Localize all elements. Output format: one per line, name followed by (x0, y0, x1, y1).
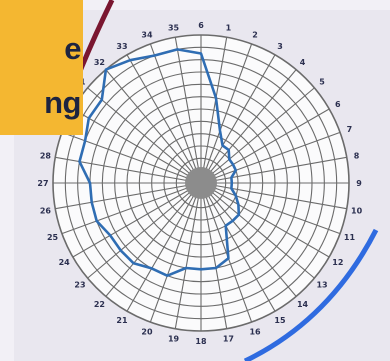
grid-spoke (55, 182, 202, 210)
angular-tick-label: 17 (223, 335, 234, 344)
grid-spoke (105, 69, 202, 184)
grid-spoke (149, 182, 202, 323)
grid-spoke (72, 182, 202, 258)
grid-spoke (200, 69, 297, 184)
angular-tick-label: 13 (316, 281, 327, 290)
card-text-line-2: ng (44, 85, 81, 120)
series-layer (78, 48, 241, 278)
grid-spoke (200, 108, 330, 184)
angular-tick-label: 16 (249, 327, 261, 336)
grid-spoke (126, 54, 202, 184)
angular-tick-label: 7 (347, 125, 353, 134)
angular-tick-label: 11 (344, 233, 356, 242)
angular-tick-label: 19 (168, 335, 180, 344)
grid-spoke (87, 182, 202, 279)
grid-spoke (174, 182, 202, 329)
grid-spoke (200, 156, 347, 184)
angular-tick-label: 6 (198, 21, 204, 30)
angular-tick-label: 10 (351, 206, 363, 215)
grid-spoke (174, 37, 202, 184)
grid-spoke (200, 43, 253, 184)
grid-spoke (72, 108, 202, 184)
angular-tick-label: 12 (332, 258, 343, 267)
angular-labels: 6 123456789101112131415161718192021222324… (37, 21, 362, 346)
grid-spoke (105, 182, 202, 297)
series-line-0 (78, 48, 241, 278)
angular-tick-label: 9 (356, 179, 362, 188)
grid-spoke (200, 37, 228, 184)
angular-tick-label: 27 (37, 179, 48, 188)
grid-spoke (200, 182, 341, 235)
angular-tick-label: 35 (168, 23, 180, 32)
chart-grid (52, 34, 350, 332)
center-dot (185, 167, 217, 199)
angular-tick-label: 20 (141, 327, 153, 336)
angular-tick-label: 33 (116, 42, 127, 51)
grid-spoke (61, 182, 202, 235)
grid-spoke (126, 182, 202, 312)
card-text-line-1: e (64, 31, 81, 66)
grid-spoke (200, 54, 276, 184)
grid-spoke (200, 182, 315, 279)
angular-tick-label: 32 (94, 58, 105, 67)
blue-arc-decoration (243, 228, 379, 361)
angular-tick-label: 18 (195, 337, 207, 346)
grid-spoke (200, 182, 228, 329)
angular-tick-label: 25 (47, 233, 59, 242)
angular-tick-label: 34 (141, 31, 153, 40)
angular-tick-label: 21 (116, 316, 128, 325)
grid-spoke (200, 182, 330, 258)
angular-tick-label: 22 (94, 300, 105, 309)
angular-tick-label: 6 (335, 100, 341, 109)
angular-tick-label: 2 (252, 31, 258, 40)
grid-spoke (149, 43, 202, 184)
overlay-card: e ng (0, 0, 83, 135)
angular-tick-label: 24 (59, 258, 71, 267)
grid-spoke (87, 87, 202, 184)
grid-spoke (200, 182, 276, 312)
angular-tick-label: 14 (297, 300, 309, 309)
angular-tick-label: 26 (40, 206, 52, 215)
grid-spoke (200, 182, 253, 323)
angular-tick-label: 3 (277, 42, 283, 51)
angular-tick-label: 28 (40, 152, 52, 161)
angular-tick-label: 1 (226, 23, 232, 32)
angular-tick-label: 5 (319, 77, 325, 86)
grid-spoke (200, 182, 347, 210)
angular-tick-label: 4 (300, 58, 306, 67)
grid-spoke (200, 182, 297, 297)
angular-tick-label: 15 (274, 316, 286, 325)
grid-spoke (200, 87, 315, 184)
grid-spoke (200, 131, 341, 184)
angular-tick-label: 23 (74, 281, 85, 290)
angular-tick-label: 8 (354, 152, 360, 161)
